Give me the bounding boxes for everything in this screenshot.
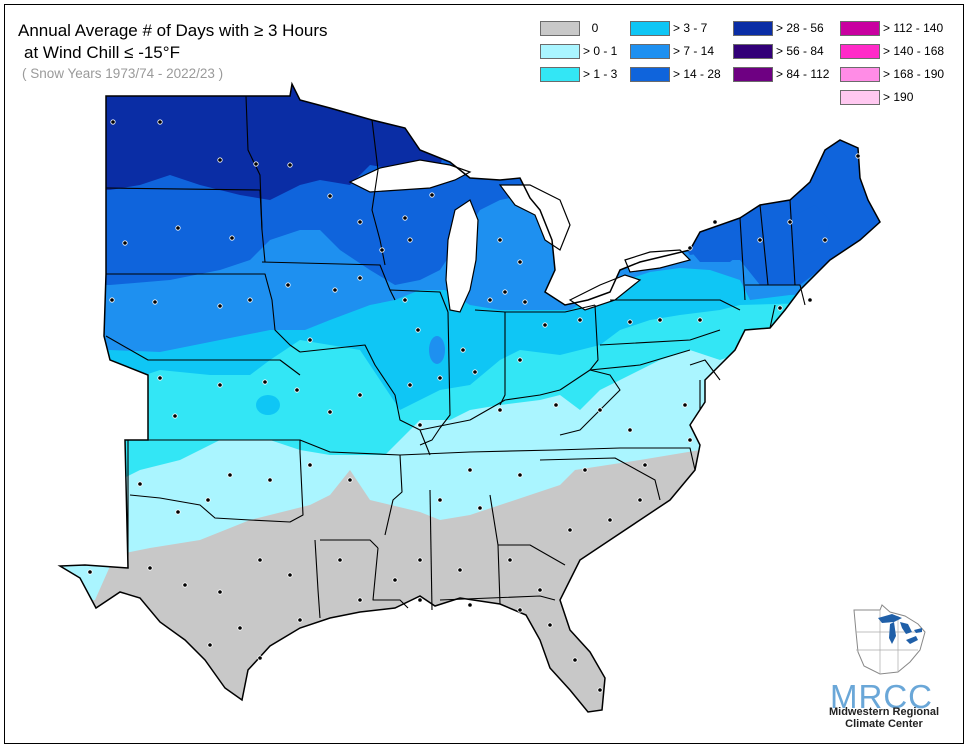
legend-item-0: 0: [540, 20, 640, 38]
band-adirondack: [688, 225, 745, 262]
lake-michigan: [445, 199, 479, 313]
legend-item-9: > 112 - 140: [840, 20, 944, 38]
legend-swatch: [540, 21, 580, 36]
legend-label: > 1 - 3: [583, 67, 618, 81]
logo-abbr: MRCC: [830, 678, 933, 715]
legend-swatch: [733, 44, 773, 59]
legend-item-7: > 56 - 84: [733, 43, 833, 61]
logo-line-1: Midwestern Regional: [828, 706, 940, 718]
legend-item-10: > 140 - 168: [840, 43, 944, 61]
lake-huron: [498, 184, 571, 251]
legend-label: > 28 - 56: [776, 21, 824, 35]
legend-label: > 0 - 1: [583, 44, 618, 58]
map-subtitle: ( Snow Years 1973/74 - 2022/23 ): [22, 66, 224, 81]
great-lakes: [348, 159, 692, 313]
legend-item-12: > 190: [840, 89, 940, 107]
midwest-map-icon: [853, 604, 926, 675]
logo-line-2: Climate Center: [845, 718, 923, 730]
legend: 0 > 0 - 1 > 1 - 3 > 3 - 7 > 7 - 14 > 14 …: [540, 20, 950, 116]
legend-swatch: [733, 67, 773, 82]
legend-item-11: > 168 - 190: [840, 66, 944, 84]
legend-swatch: [630, 67, 670, 82]
legend-label: 0: [591, 21, 599, 35]
legend-label: > 112 - 140: [883, 21, 944, 35]
band-white-mountains: [792, 205, 830, 255]
legend-swatch: [840, 90, 880, 105]
state-boundaries: [105, 95, 806, 619]
lake-superior: [348, 159, 472, 193]
legend-item-2: > 1 - 3: [540, 66, 640, 84]
band-in-spot: [429, 336, 445, 364]
mrcc-logo: MRCC Midwestern Regional Climate Center: [820, 600, 950, 735]
legend-item-8: > 84 - 112: [733, 66, 833, 84]
legend-swatch: [840, 44, 880, 59]
legend-label: > 168 - 190: [883, 67, 945, 81]
legend-label: > 14 - 28: [673, 67, 721, 81]
legend-swatch: [630, 21, 670, 36]
legend-swatch: [630, 44, 670, 59]
legend-label: > 190: [883, 90, 914, 104]
lake-ontario: [624, 249, 692, 273]
legend-swatch: [540, 44, 580, 59]
title-line-1: Annual Average # of Days with ≥ 3 Hours: [18, 21, 328, 40]
legend-label: > 3 - 7: [673, 21, 708, 35]
legend-label: > 7 - 14: [673, 44, 715, 58]
legend-label: > 140 - 168: [883, 44, 945, 58]
legend-label: > 56 - 84: [776, 44, 824, 58]
legend-swatch: [840, 21, 880, 36]
legend-item-6: > 28 - 56: [733, 20, 833, 38]
band-ks-spot: [256, 395, 280, 415]
legend-swatch: [733, 21, 773, 36]
legend-item-5: > 14 - 28: [630, 66, 730, 84]
lake-erie: [568, 274, 642, 311]
legend-item-4: > 7 - 14: [630, 43, 730, 61]
legend-swatch: [840, 67, 880, 82]
legend-label: > 84 - 112: [776, 67, 830, 81]
station-points: [87, 119, 861, 693]
title-line-2: at Wind Chill ≤ -15°F: [24, 43, 180, 62]
legend-swatch: [540, 67, 580, 82]
legend-item-1: > 0 - 1: [540, 43, 640, 61]
map-title: Annual Average # of Days with ≥ 3 Hours …: [18, 20, 328, 64]
legend-item-3: > 3 - 7: [630, 20, 730, 38]
